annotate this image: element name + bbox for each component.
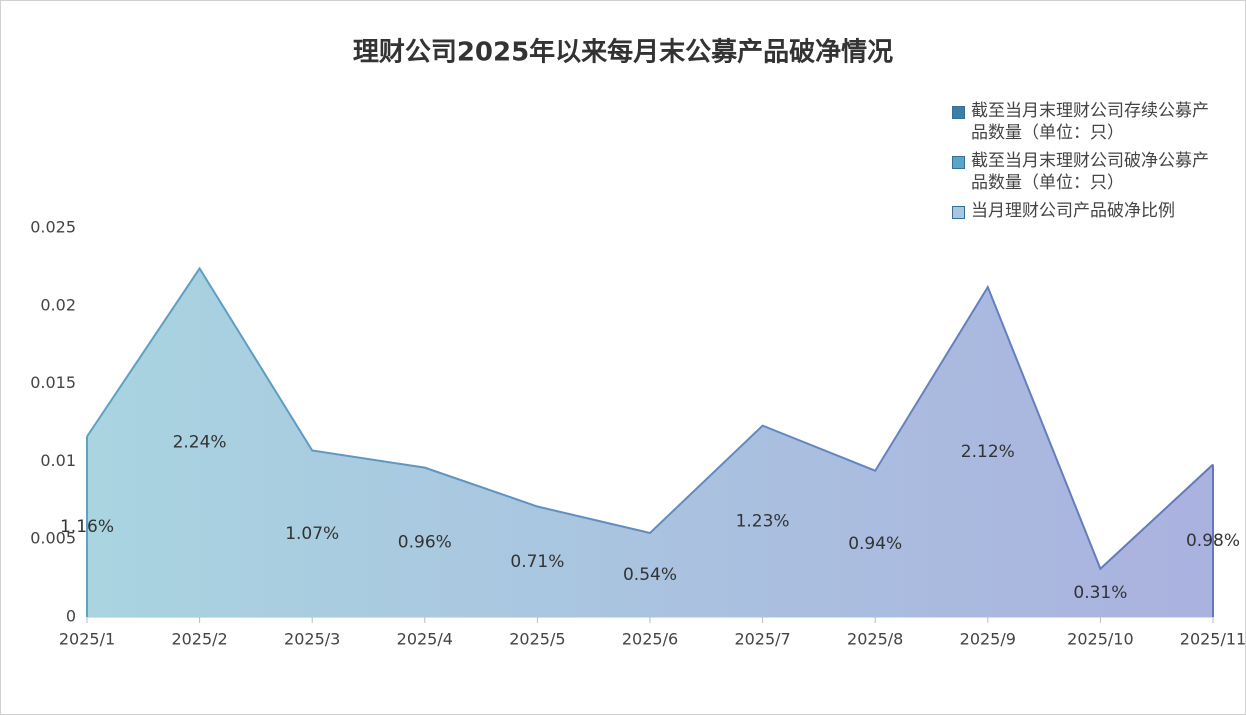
data-label: 0.31% (1073, 583, 1127, 603)
data-label: 0.98% (1186, 531, 1240, 551)
y-tick-label: 0 (66, 607, 76, 626)
y-tick-label: 0.02 (40, 295, 76, 314)
legend-swatch (952, 206, 965, 219)
y-tick-label: 0.015 (30, 373, 76, 392)
legend-item: 截至当月末理财公司破净公募产品数量（单位：只） (952, 150, 1224, 194)
area (87, 268, 1213, 617)
chart-title: 理财公司2025年以来每月末公募产品破净情况 (353, 37, 893, 68)
legend: 截至当月末理财公司存续公募产品数量（单位：只） 截至当月末理财公司破净公募产品数量… (952, 100, 1224, 228)
legend-label: 截至当月末理财公司破净公募产品数量（单位：只） (971, 151, 1209, 193)
line (86, 266, 1214, 571)
data-label: 0.96% (398, 532, 452, 552)
legend-item: 当月理财公司产品破净比例 (952, 200, 1224, 222)
x-tick-label: 2025/7 (734, 630, 790, 649)
x-tick-label: 2025/9 (960, 630, 1016, 649)
legend-swatch (952, 106, 965, 119)
x-tick-label: 2025/11 (1180, 630, 1246, 649)
legend-item: 截至当月末理财公司存续公募产品数量（单位：只） (952, 100, 1224, 144)
legend-label: 当月理财公司产品破净比例 (971, 201, 1175, 221)
x-tick-label: 2025/1 (59, 630, 115, 649)
data-label: 0.54% (623, 565, 677, 585)
x-tick-label: 2025/3 (284, 630, 340, 649)
x-tick-label: 2025/10 (1067, 630, 1133, 649)
data-label: 1.23% (736, 511, 790, 531)
x-tick-label: 2025/5 (509, 630, 565, 649)
data-label: 0.94% (848, 534, 902, 554)
y-tick-label: 0.005 (30, 529, 76, 548)
legend-label: 截至当月末理财公司存续公募产品数量（单位：只） (971, 101, 1209, 143)
x-tick-label: 2025/6 (622, 630, 678, 649)
y-tick-label: 0.025 (30, 218, 76, 237)
x-tick-label: 2025/2 (171, 630, 227, 649)
data-label: 1.16% (60, 517, 114, 537)
data-label: 1.07% (285, 524, 339, 544)
x-tick-label: 2025/4 (397, 630, 453, 649)
x-tick-label: 2025/8 (847, 630, 903, 649)
y-tick-label: 0.01 (40, 451, 76, 470)
legend-swatch (952, 156, 965, 169)
data-label: 0.71% (510, 552, 564, 572)
data-label: 2.24% (173, 433, 227, 453)
data-label: 2.12% (961, 442, 1015, 462)
